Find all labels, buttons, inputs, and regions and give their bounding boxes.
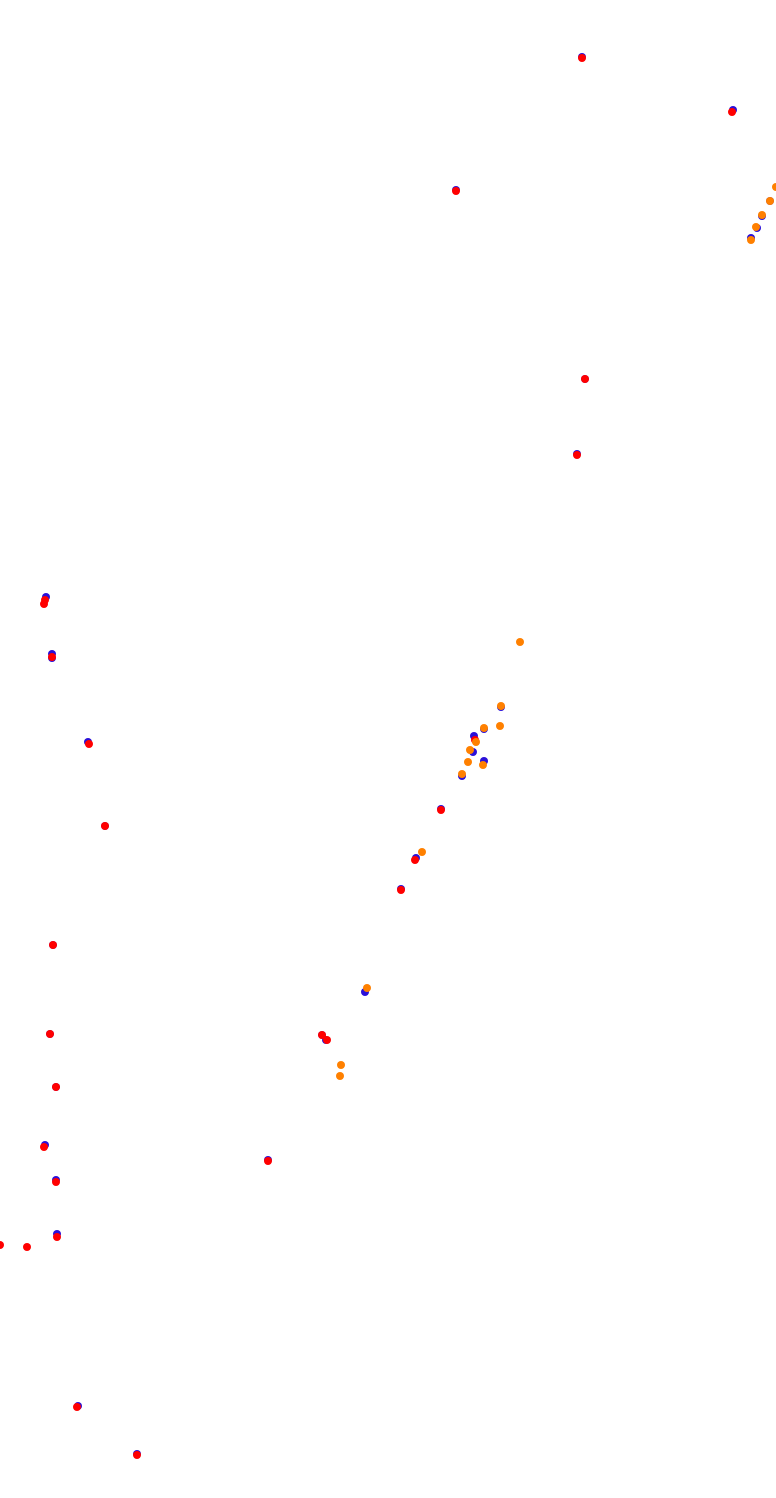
scatter-point: [323, 1036, 331, 1044]
scatter-point: [497, 702, 505, 710]
scatter-point: [52, 1083, 60, 1091]
scatter-point: [337, 1061, 345, 1069]
scatter-point: [336, 1072, 344, 1080]
scatter-point: [464, 758, 472, 766]
scatter-point: [452, 187, 460, 195]
scatter-point: [23, 1243, 31, 1251]
scatter-point: [264, 1157, 272, 1165]
scatter-point: [466, 746, 474, 754]
scatter-point: [40, 1143, 48, 1151]
scatter-point: [480, 724, 488, 732]
scatter-point: [472, 738, 480, 746]
scatter-point: [458, 770, 466, 778]
scatter-point: [772, 183, 776, 191]
scatter-point: [363, 984, 371, 992]
scatter-point: [133, 1451, 141, 1459]
scatter-point: [49, 941, 57, 949]
scatter-point: [318, 1031, 326, 1039]
scatter-point: [85, 740, 93, 748]
scatter-point: [101, 822, 109, 830]
scatter-point: [516, 638, 524, 646]
scatter-point: [397, 886, 405, 894]
scatter-point: [411, 856, 419, 864]
scatter-point: [437, 806, 445, 814]
scatter-point: [766, 197, 774, 205]
scatter-point: [53, 1233, 61, 1241]
scatter-point: [48, 653, 56, 661]
scatter-point: [573, 451, 581, 459]
scatter-point: [747, 236, 755, 244]
scatter-point: [73, 1403, 81, 1411]
scatter-point: [0, 1241, 4, 1249]
scatter-point: [418, 848, 426, 856]
scatter-point: [758, 211, 766, 219]
scatter-point: [752, 223, 760, 231]
scatter-point: [496, 722, 504, 730]
scatter-point: [40, 600, 48, 608]
scatter-point: [581, 375, 589, 383]
scatter-point: [52, 1178, 60, 1186]
scatter-point: [479, 761, 487, 769]
scatter-point: [578, 54, 586, 62]
scatter-point: [728, 108, 736, 116]
scatter-point: [46, 1030, 54, 1038]
